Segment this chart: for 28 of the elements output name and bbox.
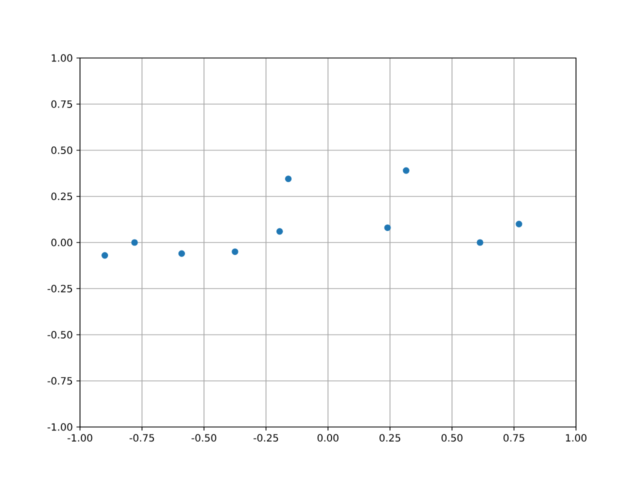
- x-tick-label: -0.75: [130, 434, 154, 442]
- x-tick-label: 0.75: [504, 434, 524, 442]
- point: [384, 224, 391, 232]
- x-tick-label: 0.50: [442, 434, 462, 442]
- y-tick-label: -0.75: [48, 377, 72, 385]
- y-tick-label: 0.75: [51, 100, 72, 108]
- y-tick-label: 1.00: [52, 54, 72, 62]
- point: [476, 239, 484, 246]
- y-tick-label: -0.25: [48, 284, 72, 292]
- point: [102, 252, 108, 259]
- point: [516, 220, 522, 228]
- x-tick-label: 0.25: [380, 434, 400, 442]
- x-tick-label: -0.50: [192, 434, 216, 442]
- y-tick-label: 0.50: [51, 146, 72, 154]
- point: [232, 248, 238, 256]
- y-tick-label: 0.00: [51, 238, 72, 246]
- point: [131, 239, 138, 246]
- x-tick-label: 0.00: [318, 434, 338, 442]
- point: [402, 167, 410, 174]
- x-tick-label: 1.00: [566, 434, 586, 442]
- x-tick-label: -1.00: [68, 434, 92, 442]
- point: [285, 176, 292, 182]
- y-tick-label: 0.25: [51, 192, 72, 200]
- y-tick-label: -1.00: [48, 423, 72, 431]
- x-tick-label: -0.25: [254, 434, 278, 442]
- y-tick-label: -0.50: [48, 330, 72, 339]
- point: [178, 250, 185, 257]
- point: [276, 228, 283, 235]
